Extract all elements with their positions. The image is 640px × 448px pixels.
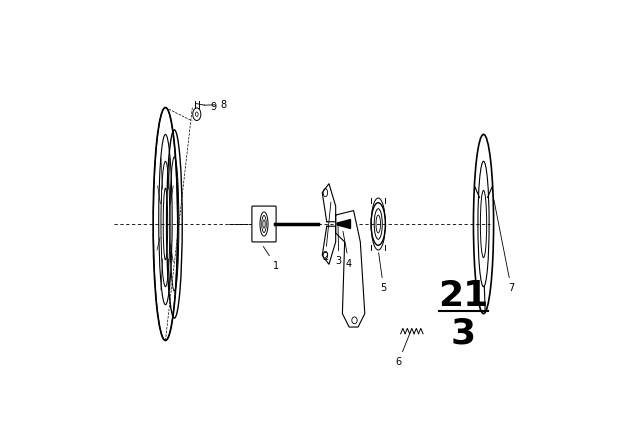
Polygon shape [337, 220, 351, 228]
Text: 9: 9 [196, 102, 216, 112]
Text: 21: 21 [438, 279, 488, 313]
Text: 2: 2 [323, 202, 331, 262]
Text: 8: 8 [204, 99, 227, 109]
Polygon shape [323, 226, 336, 264]
Text: 5: 5 [379, 253, 387, 293]
Polygon shape [336, 211, 365, 327]
Text: 1: 1 [263, 246, 279, 271]
Text: 3: 3 [336, 222, 342, 266]
Text: 6: 6 [396, 331, 411, 367]
Polygon shape [323, 184, 336, 222]
Text: 3: 3 [451, 317, 476, 351]
FancyBboxPatch shape [252, 206, 276, 242]
Text: 7: 7 [494, 200, 515, 293]
Text: 4: 4 [343, 231, 352, 268]
